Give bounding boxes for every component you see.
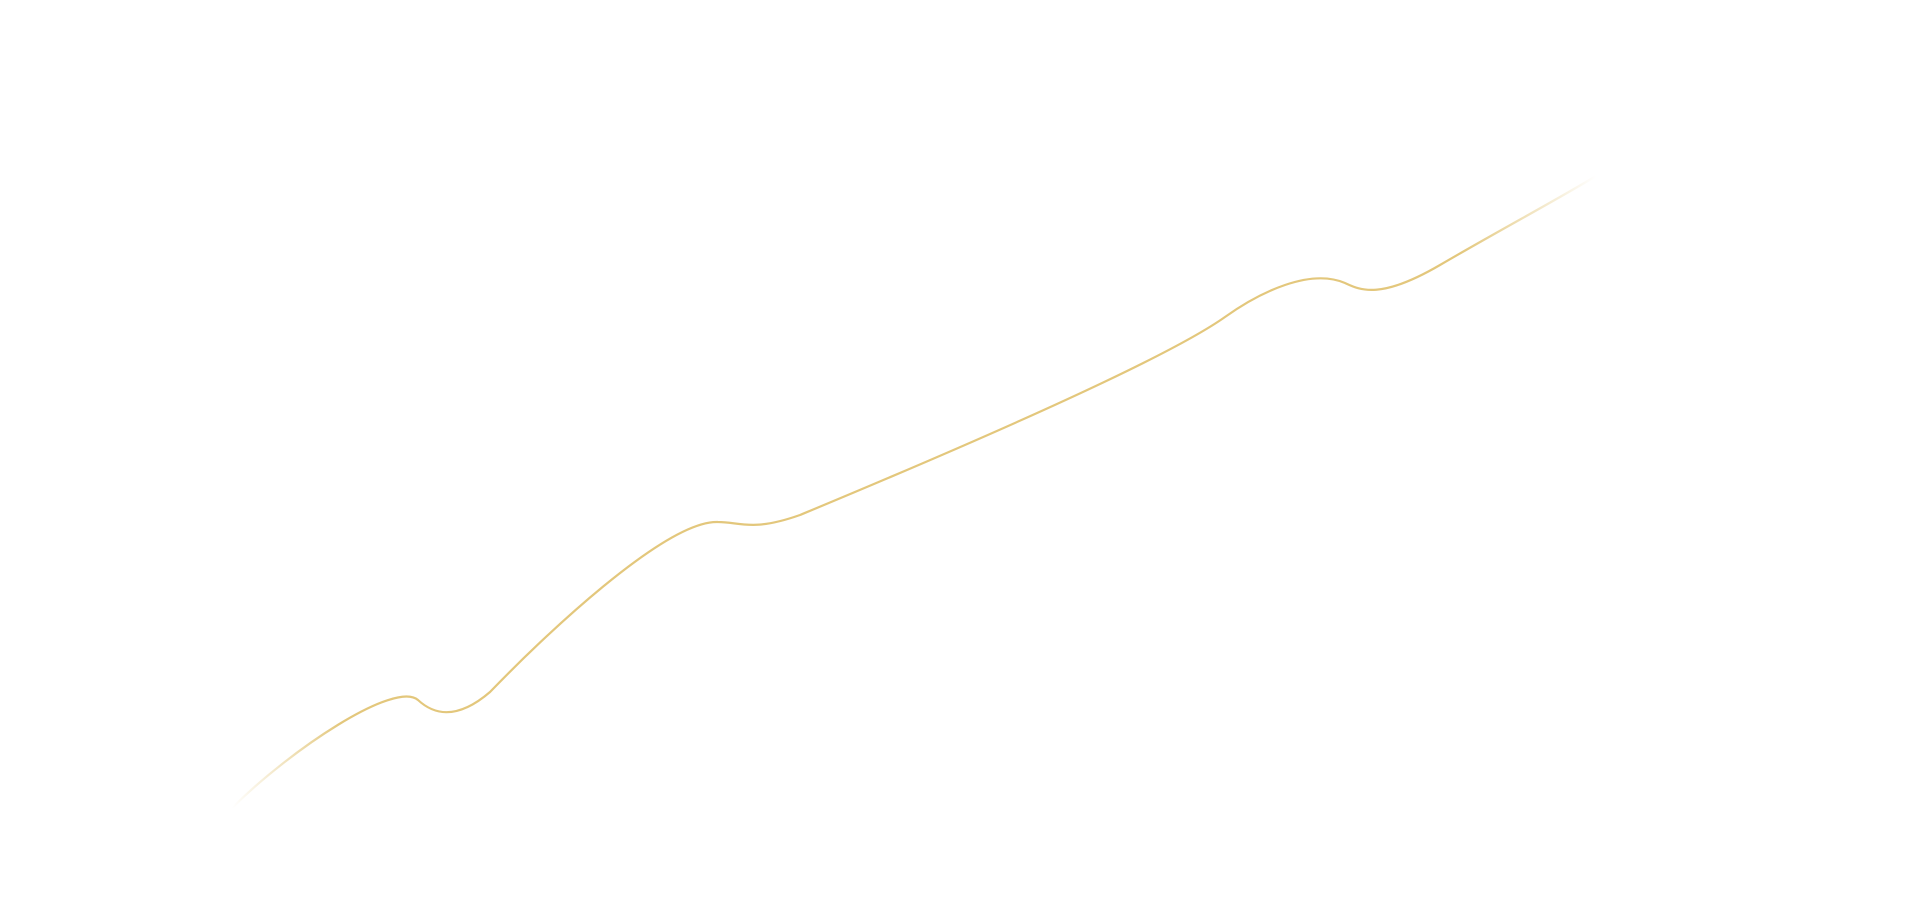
decorative-gold-curve: [230, 174, 1598, 810]
